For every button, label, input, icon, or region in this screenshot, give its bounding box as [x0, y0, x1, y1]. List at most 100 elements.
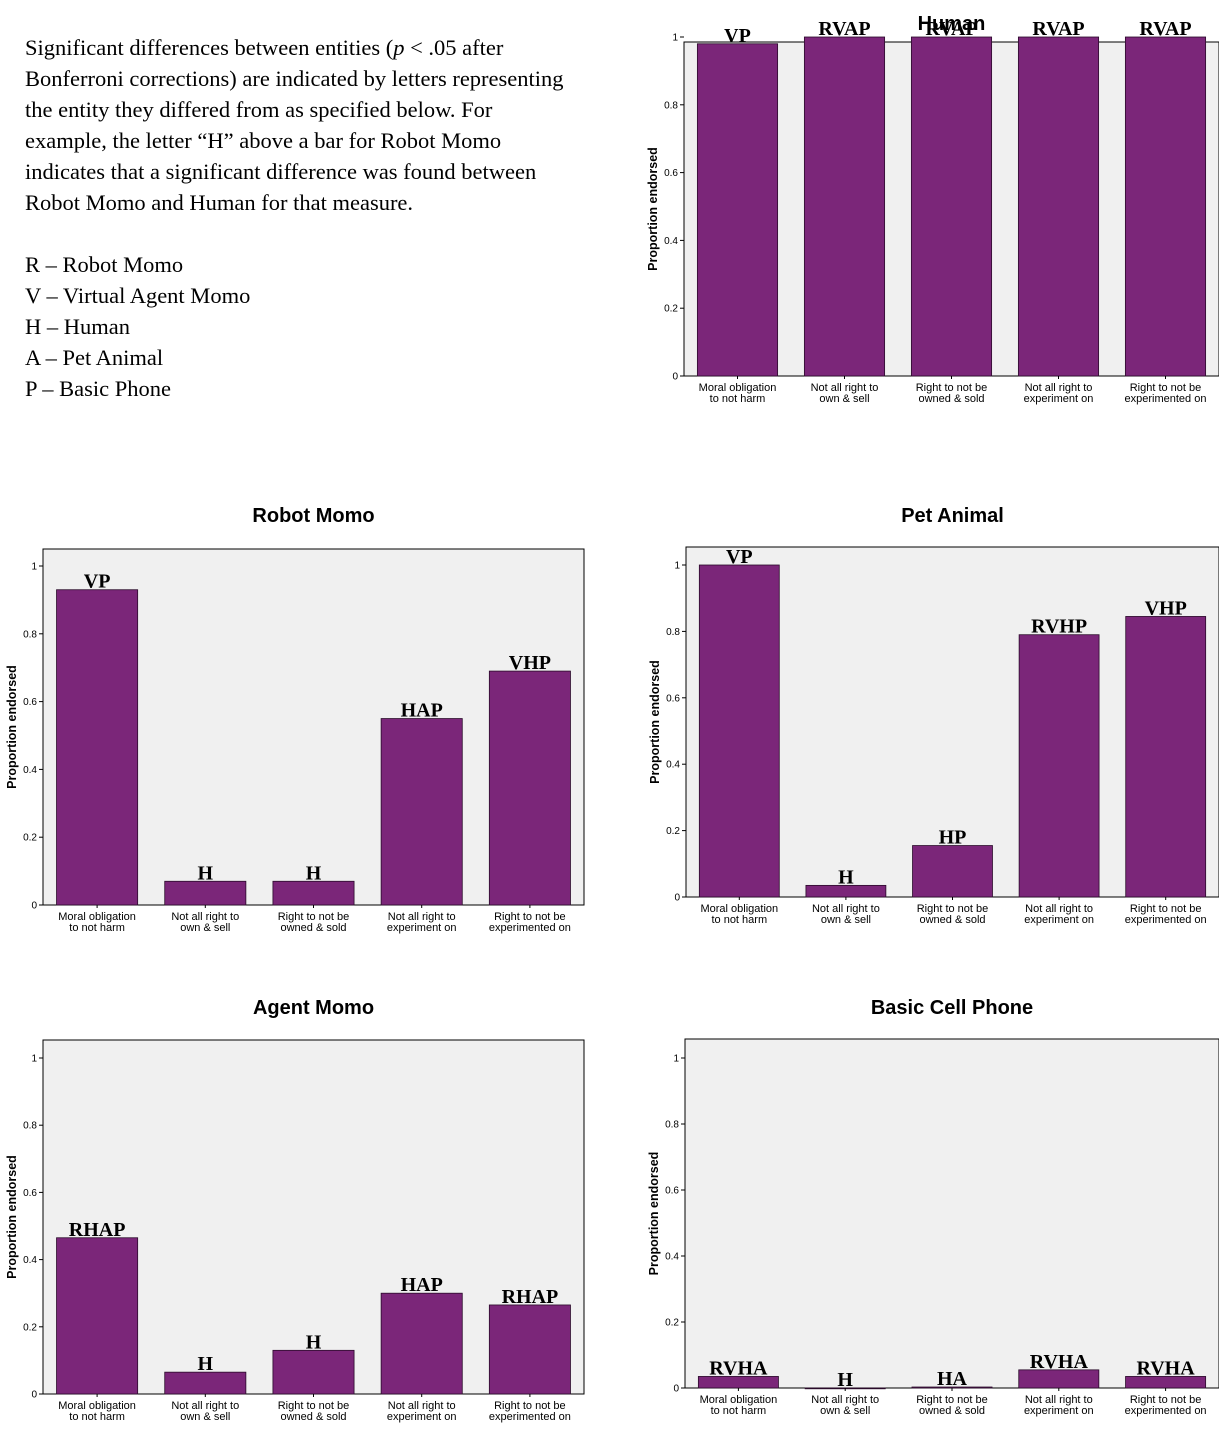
significance-label: RVAP: [1139, 18, 1191, 40]
y-axis-label: Proportion endorsed: [5, 1155, 19, 1279]
category-label: Not all right to: [388, 1400, 456, 1412]
category-label: experimented on: [489, 1411, 571, 1423]
significance-label: H: [198, 1353, 214, 1375]
bar: [1018, 634, 1100, 898]
y-tick-label: 0.8: [23, 1121, 37, 1132]
category-label: experiment on: [387, 1411, 457, 1423]
legend-item-robot: R – Robot Momo: [25, 252, 184, 277]
category-label: Right to not be: [278, 1400, 350, 1412]
y-tick-label: 0.4: [665, 1252, 679, 1263]
significance-label: HP: [939, 827, 967, 849]
category-label: to not harm: [711, 1405, 767, 1417]
category-label: owned & sold: [280, 922, 346, 934]
significance-label: VHP: [509, 652, 551, 674]
legend-item-human: H – Human: [25, 314, 130, 339]
significance-label: RHAP: [69, 1219, 126, 1241]
y-tick-label: 0.8: [665, 1120, 679, 1131]
y-tick-label: 0: [31, 901, 37, 912]
significance-label: H: [198, 862, 214, 884]
significance-label: RVHA: [1137, 1357, 1196, 1379]
chart-title: Human: [918, 13, 986, 35]
y-tick-label: 0: [672, 372, 678, 383]
category-label: experiment on: [1024, 914, 1094, 926]
significance-label: RVHA: [1030, 1351, 1089, 1373]
significance-label: HAP: [401, 1274, 443, 1296]
y-tick-label: 0.8: [23, 629, 37, 640]
category-label: Not all right to: [1025, 903, 1093, 915]
significance-label: H: [306, 1331, 322, 1353]
significance-label: VHP: [1145, 597, 1187, 619]
category-label: owned & sold: [918, 393, 984, 405]
chart-svg: Agent Momo Proportion endorsed 0 0.2 0.4 0.6 0…: [5, 997, 585, 1423]
intro-paragraph-end: < .05 after Bonferroni corrections) are …: [25, 35, 564, 215]
chart-title: Basic Cell Phone: [871, 997, 1033, 1019]
category-label: owned & sold: [919, 1405, 985, 1417]
y-tick-label: 0.4: [23, 1255, 37, 1266]
category-label: experimented on: [1125, 393, 1207, 405]
category-label: own & sell: [820, 1405, 870, 1417]
category-label: to not harm: [711, 914, 767, 926]
category-label: owned & sold: [280, 1411, 346, 1423]
significance-label: H: [837, 1369, 853, 1391]
intro-paragraph-start: Significant differences between entities…: [25, 35, 394, 60]
y-tick-label: 0.2: [23, 833, 37, 844]
category-label: experimented on: [489, 922, 571, 934]
y-axis-label: Proportion endorsed: [646, 147, 660, 271]
category-label: experiment on: [1024, 1405, 1094, 1417]
category-label: experiment on: [1024, 393, 1094, 405]
significance-label: RVAP: [925, 18, 977, 40]
p-symbol: p: [393, 35, 405, 60]
significance-label: HA: [937, 1368, 968, 1390]
intro-text: Significant differences between entities…: [25, 32, 565, 404]
bar: [488, 670, 571, 906]
category-label: Moral obligation: [58, 1400, 136, 1412]
bar: [272, 1349, 355, 1395]
y-tick-label: 1: [31, 1054, 37, 1065]
category-label: Right to not be: [917, 903, 989, 915]
category-label: experimented on: [1125, 1405, 1207, 1417]
significance-label: RVHP: [1031, 616, 1087, 638]
chart-svg: Pet Animal Proportion endorsed 0 0.2 0.4 0.6 0…: [648, 505, 1219, 926]
y-axis-label: Proportion endorsed: [647, 1152, 661, 1276]
significance-label: H: [838, 866, 854, 888]
y-tick-label: 0.8: [666, 627, 680, 638]
significance-label: RVHA: [709, 1357, 768, 1379]
y-tick-label: 0.8: [664, 100, 678, 111]
category-label: Right to not be: [278, 911, 350, 923]
bar: [1017, 36, 1100, 377]
y-tick-label: 0.6: [664, 168, 678, 179]
category-label: Not all right to: [171, 911, 239, 923]
y-tick-label: 0.6: [23, 1188, 37, 1199]
significance-label: HAP: [401, 700, 443, 722]
plot-area: [684, 1038, 1219, 1389]
chart-pet-animal: Pet Animal Proportion endorsed 0 0.2 0.4 0.6 0…: [640, 496, 1219, 936]
bar: [803, 36, 886, 377]
significance-label: VP: [724, 25, 751, 47]
chart-title: Agent Momo: [253, 997, 374, 1019]
category-label: Moral obligation: [700, 1394, 778, 1406]
bar: [164, 1371, 247, 1395]
bar: [56, 1237, 139, 1395]
category-label: Right to not be: [1130, 903, 1202, 915]
y-tick-label: 0.2: [23, 1322, 37, 1333]
y-tick-label: 0: [674, 893, 680, 904]
bar: [698, 564, 780, 898]
bar: [488, 1304, 571, 1395]
y-axis-label: Proportion endorsed: [648, 660, 662, 784]
category-label: own & sell: [180, 922, 230, 934]
category-label: Moral obligation: [58, 911, 136, 923]
y-tick-label: 0.2: [665, 1318, 679, 1329]
chart-human: Human Proportion endorsed 0 0.2 0.4 0.6 0.8 1 VP…: [640, 4, 1219, 444]
bar: [164, 880, 247, 906]
category-label: experimented on: [1125, 914, 1207, 926]
category-label: Not all right to: [171, 1400, 239, 1412]
chart-title: Robot Momo: [252, 505, 374, 527]
category-label: Not all right to: [1025, 1394, 1093, 1406]
bar: [1124, 36, 1207, 377]
category-label: Not all right to: [811, 382, 879, 394]
chart-title: Pet Animal: [901, 505, 1004, 527]
bar: [912, 845, 993, 898]
bar: [696, 43, 779, 377]
y-tick-label: 0.4: [666, 760, 680, 771]
significance-label: VP: [84, 571, 111, 593]
